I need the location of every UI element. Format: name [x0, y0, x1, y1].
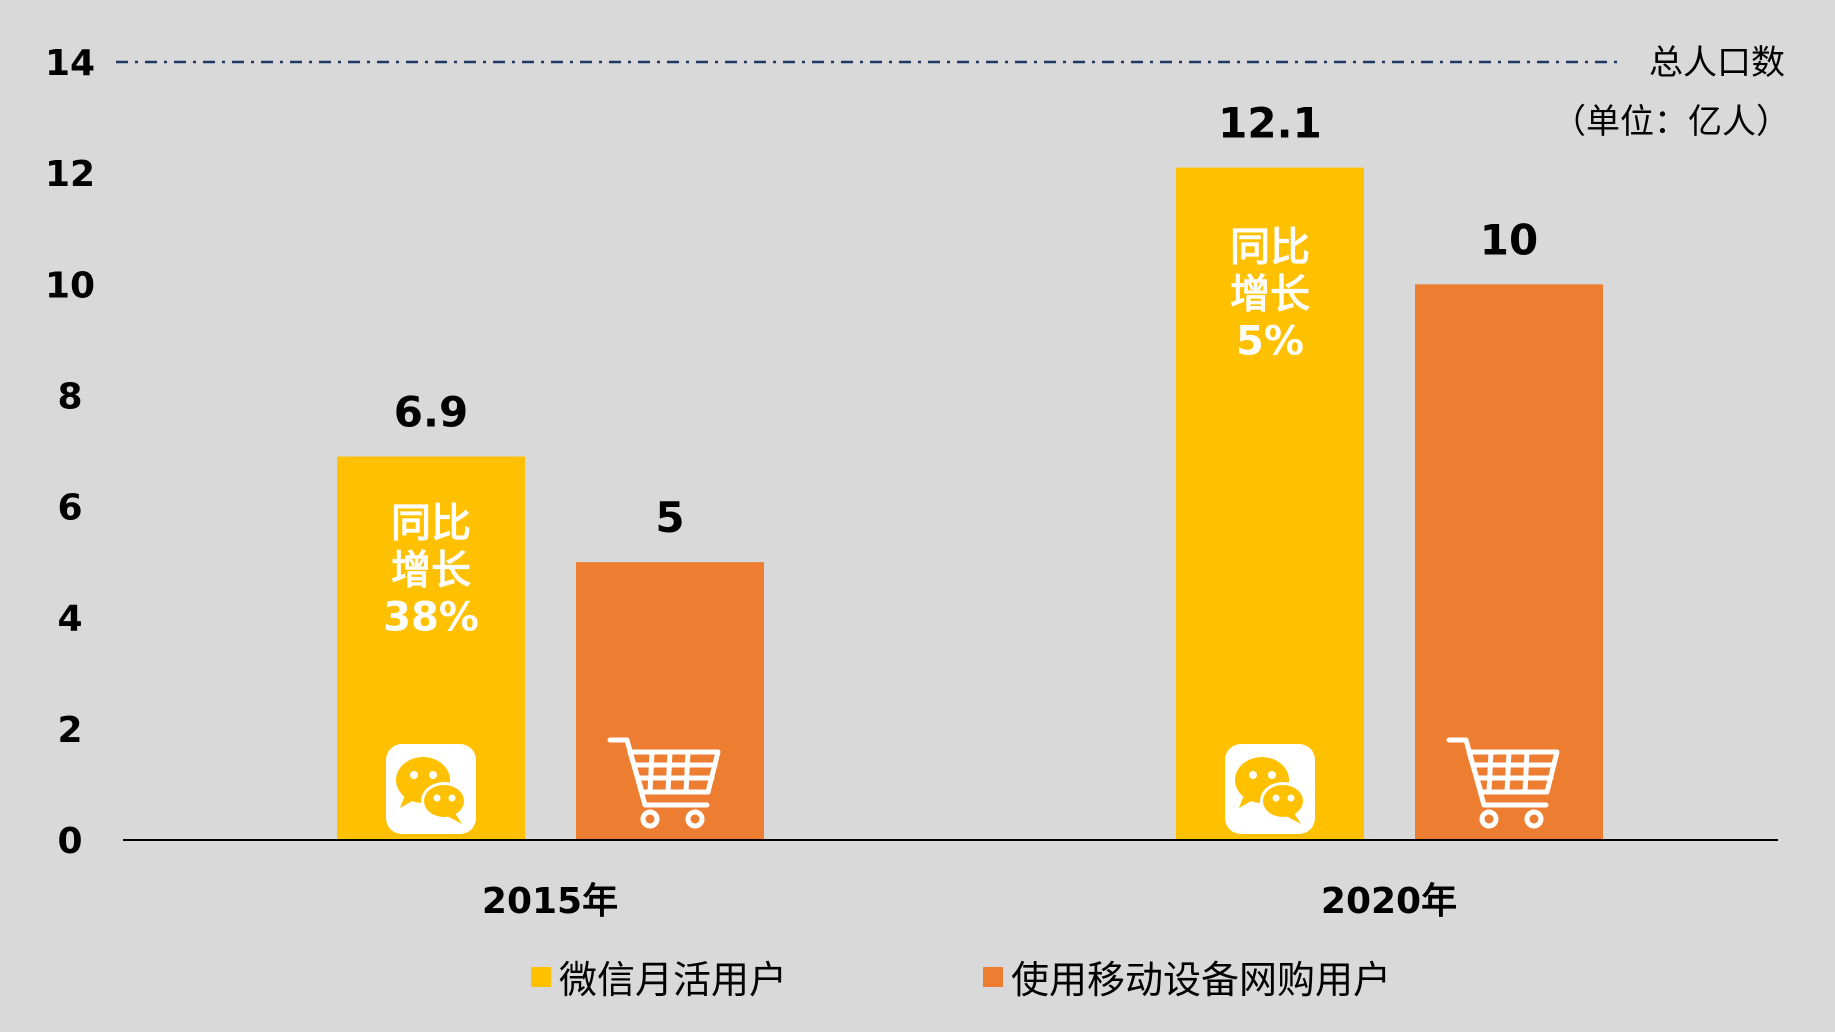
- wechat-icon: [386, 744, 476, 834]
- bar-value-label: 6.9: [394, 388, 468, 437]
- wechat-bubble-tail: [400, 795, 416, 808]
- wechat-bubble-tail: [1239, 795, 1255, 808]
- cart-grid-line: [683, 749, 691, 795]
- x-category-label: 2015年: [482, 881, 618, 922]
- cart-grid-line: [665, 749, 673, 795]
- growth-annotation-line: 38%: [383, 595, 479, 641]
- reference-line: 总人口数 （单位：亿人）: [116, 43, 1790, 142]
- wechat-eye: [429, 771, 437, 779]
- legend-label: 微信月活用户: [559, 958, 787, 1002]
- wechat-eye: [1272, 794, 1280, 802]
- unit-note: （单位：亿人）: [1552, 102, 1790, 142]
- bar-value-label: 5: [655, 493, 684, 542]
- bar: [1176, 167, 1364, 841]
- cart-grid-line: [1504, 749, 1512, 795]
- cart-wheel: [1524, 809, 1544, 829]
- wechat-eye: [1249, 771, 1257, 779]
- growth-annotation-line: 增长: [391, 548, 471, 594]
- wechat-eye: [433, 794, 441, 802]
- y-tick-label: 12: [45, 154, 95, 195]
- cart-wheel: [640, 809, 660, 829]
- bar: [576, 562, 764, 840]
- wechat-icon: [1225, 744, 1315, 834]
- growth-annotation-line: 5%: [1236, 319, 1304, 365]
- x-axis: 2015年 2020年: [123, 839, 1778, 922]
- shopping-cart-icon: [1446, 737, 1560, 829]
- growth-annotation-line: 同比: [391, 501, 471, 547]
- growth-annotation-line: 同比: [1230, 225, 1310, 271]
- wechat-eye: [1287, 794, 1295, 802]
- y-tick-label: 8: [57, 376, 82, 417]
- y-tick-label: 14: [45, 43, 95, 84]
- shopping-cart-icon: [607, 737, 721, 829]
- growth-annotation-line: 增长: [1230, 272, 1310, 318]
- legend: 微信月活用户 使用移动设备网购用户: [531, 958, 1391, 1002]
- wechat-bubble-small: [1263, 785, 1303, 817]
- cart-wheel: [685, 809, 705, 829]
- wechat-bubble-small-tail: [1286, 813, 1301, 824]
- cart-grid-line: [1522, 749, 1530, 795]
- y-tick-label: 10: [45, 265, 95, 306]
- x-category-label: 2020年: [1321, 881, 1457, 922]
- wechat-bubble-small-tail: [447, 813, 462, 824]
- cart-wheel: [1479, 809, 1499, 829]
- bar-value-label: 12.1: [1218, 99, 1322, 148]
- wechat-eye: [1268, 771, 1276, 779]
- wechat-eye: [448, 794, 456, 802]
- y-tick-label: 0: [57, 821, 82, 862]
- y-axis: 0 2 4 6 8 10 12 14: [45, 43, 95, 862]
- legend-swatch: [531, 967, 551, 987]
- cart-grid-line: [1486, 749, 1494, 795]
- y-tick-label: 2: [57, 710, 82, 751]
- cart-grid-line: [647, 749, 655, 795]
- reference-line-label: 总人口数: [1649, 43, 1785, 83]
- legend-label: 使用移动设备网购用户: [1011, 958, 1391, 1002]
- wechat-eye: [410, 771, 418, 779]
- y-tick-label: 4: [57, 599, 82, 640]
- y-tick-label: 6: [57, 488, 82, 529]
- legend-swatch: [983, 967, 1003, 987]
- wechat-bubble-small: [424, 785, 464, 817]
- bar: [1415, 284, 1603, 840]
- bar-value-label: 10: [1480, 215, 1538, 264]
